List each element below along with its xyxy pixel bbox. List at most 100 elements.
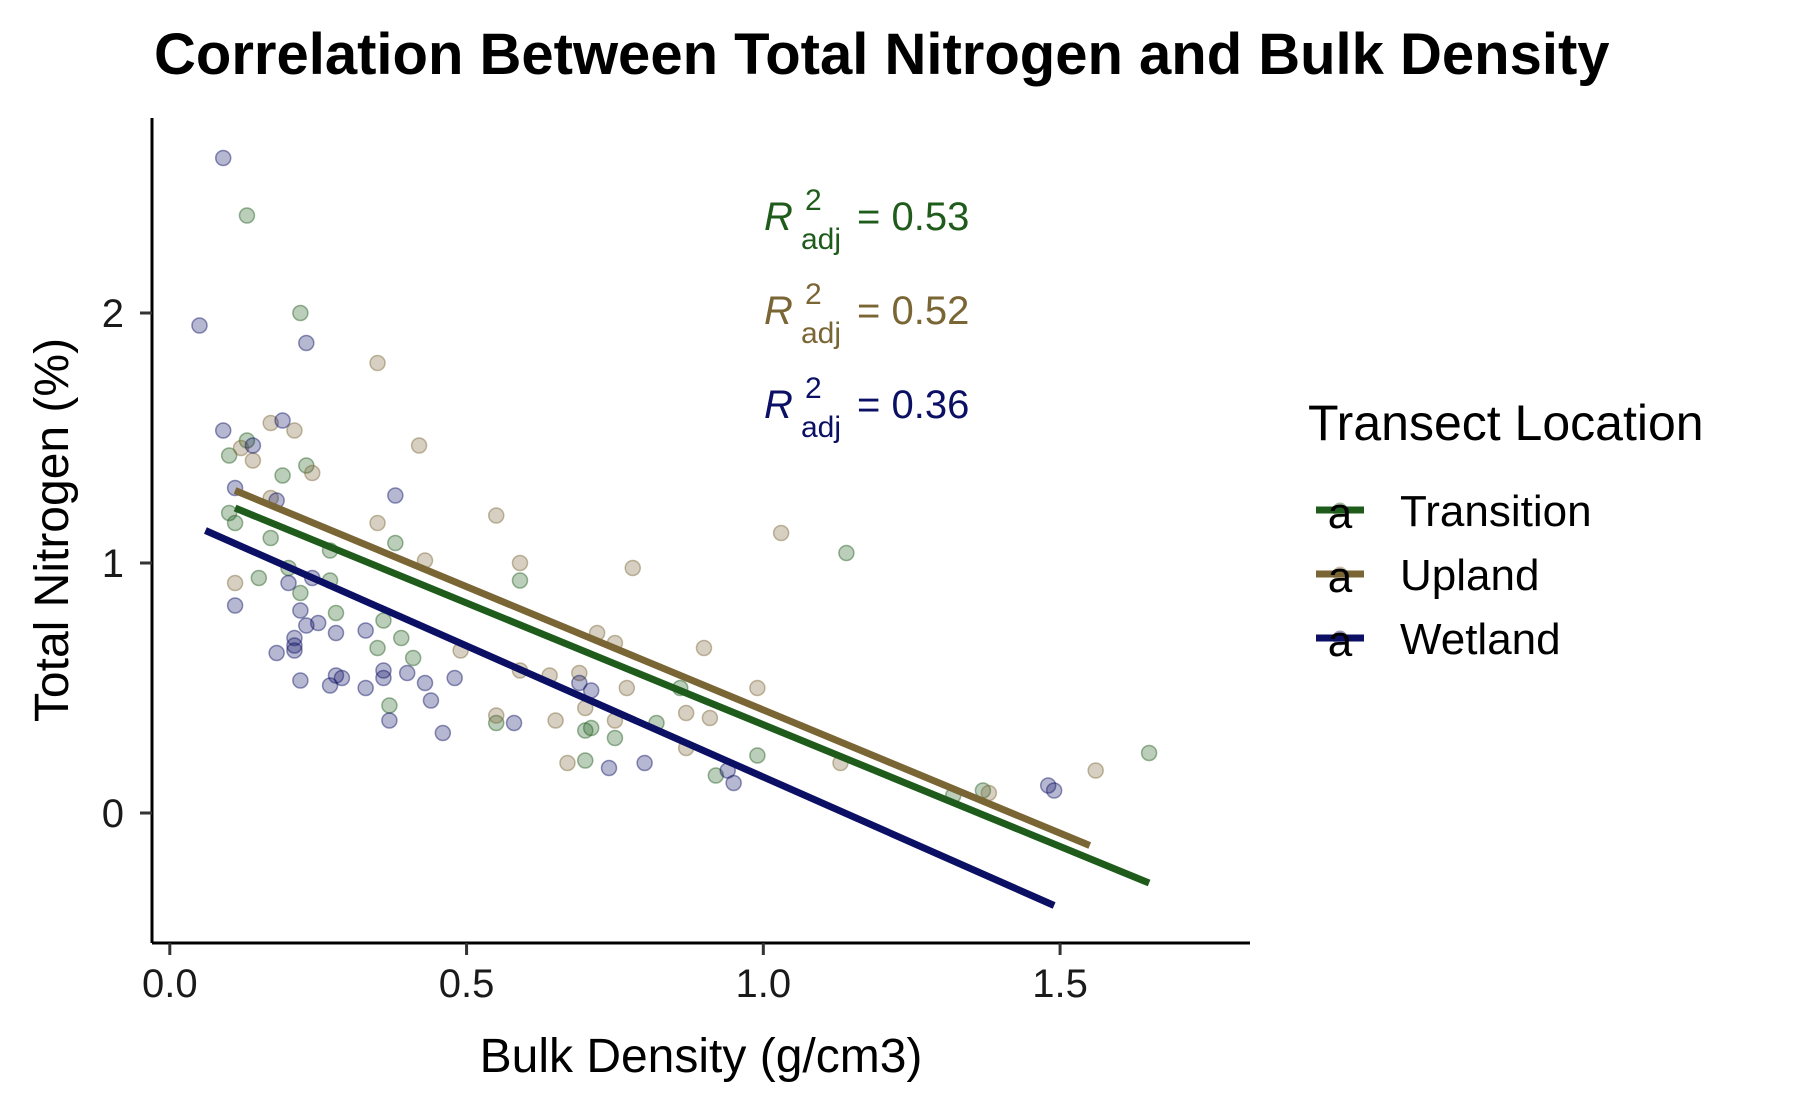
data-point-transition [220,504,238,522]
data-point-upland [487,507,505,524]
r2-value: = 0.52 [857,289,969,333]
data-point-wetland [327,624,345,642]
data-point-transition [1140,744,1158,762]
data-point-wetland [725,774,742,792]
data-point-upland [1087,762,1104,779]
data-point-transition [327,604,345,622]
r2-value: = 0.53 [857,195,969,239]
fit-line-transition [233,504,1151,887]
legend-key-point [1332,566,1348,582]
r2-value: = 0.36 [857,383,969,427]
data-point-transition [381,697,398,714]
data-point-wetland [298,334,315,352]
data-point-wetland [327,667,345,684]
data-point-transition [387,534,404,552]
data-point-transition [292,584,309,602]
r2-superscript: 2 [805,184,822,217]
data-point-transition [487,714,505,732]
data-point-wetland [214,422,232,439]
regression-lines [204,487,1151,909]
data-point-upland [262,414,279,432]
tick-marks: 0.0 0.5 1.0 1.5 0 1 2 [102,292,1088,1006]
r2-subscript: adj [801,411,841,444]
data-point-wetland [333,669,351,687]
r2-label-wetland: R 2 adj = 0.36 [764,372,969,444]
data-point-wetland [505,714,523,732]
r2-subscript: adj [801,223,841,256]
data-point-wetland [226,597,244,614]
r2-label-transition: R 2 adj = 0.53 [764,184,969,256]
data-point-transition [582,719,600,737]
chart-title: Correlation Between Total Nitrogen and B… [154,22,1610,87]
data-point-transition [577,752,594,769]
data-point-transition [369,639,386,657]
y-tick-label: 2 [102,292,124,336]
data-point-wetland [571,674,588,692]
data-point-wetland [387,487,404,504]
data-point-upland [226,574,244,592]
data-point-upland [695,639,713,657]
y-tick-label: 0 [102,792,124,836]
data-point-upland [244,452,262,469]
data-point-upland [571,664,588,682]
data-point-transition [292,304,309,322]
data-point-transition [404,649,422,667]
legend-key-point [1332,630,1348,646]
r2-label-upland: R 2 adj = 0.52 [764,278,969,350]
r2-subscript: adj [801,317,841,350]
data-point-wetland [286,637,303,654]
data-point-upland [232,439,250,457]
data-point-upland [286,422,303,439]
data-point-wetland [1045,782,1063,799]
data-point-upland [369,514,386,532]
r2-superscript: 2 [805,372,822,405]
x-tick-label: 0.0 [142,962,198,1006]
data-point-wetland [292,602,309,619]
legend-key-glyph: a [1328,553,1353,602]
data-point-wetland [298,617,315,634]
data-point-wetland [446,669,463,687]
y-axis-title: Total Nitrogen (%) [26,338,79,722]
data-point-transition [606,729,624,747]
legend-label: Wetland [1400,615,1561,664]
data-point-upland [624,559,641,577]
legend-label: Transition [1400,487,1592,536]
data-point-transition [274,467,291,484]
data-point-upland [701,709,719,727]
data-point-transition [250,569,268,587]
data-point-transition [262,529,279,547]
data-point-transition [577,722,594,739]
data-point-transition [226,514,244,532]
data-point-transition [238,207,256,224]
legend-title: Transect Location [1308,395,1704,451]
data-point-upland [547,712,564,729]
data-point-upland [487,707,505,724]
data-point-transition [393,629,410,647]
x-tick-label: 0.5 [439,962,495,1006]
data-point-wetland [357,622,374,639]
data-point-wetland [191,317,208,334]
data-point-transition [707,767,725,784]
data-point-upland [511,554,529,572]
data-point-wetland [398,664,416,682]
data-point-wetland [422,692,440,709]
r2-symbol: R [764,289,793,333]
data-point-upland [772,524,790,542]
legend-item-transition: a Transition [1316,487,1592,538]
data-point-transition [375,612,392,629]
x-tick-label: 1.5 [1032,962,1088,1006]
data-point-upland [749,679,766,697]
y-tick-label: 1 [102,542,124,586]
data-point-transition [838,544,855,562]
legend-key-glyph: a [1328,489,1353,538]
data-point-transition [511,572,529,589]
fit-line-upland [233,487,1092,849]
data-point-transition [749,747,766,764]
data-point-upland [618,679,636,697]
data-point-wetland [280,574,297,592]
data-point-wetland [381,712,398,729]
data-point-wetland [321,677,339,694]
data-point-wetland [274,412,291,429]
